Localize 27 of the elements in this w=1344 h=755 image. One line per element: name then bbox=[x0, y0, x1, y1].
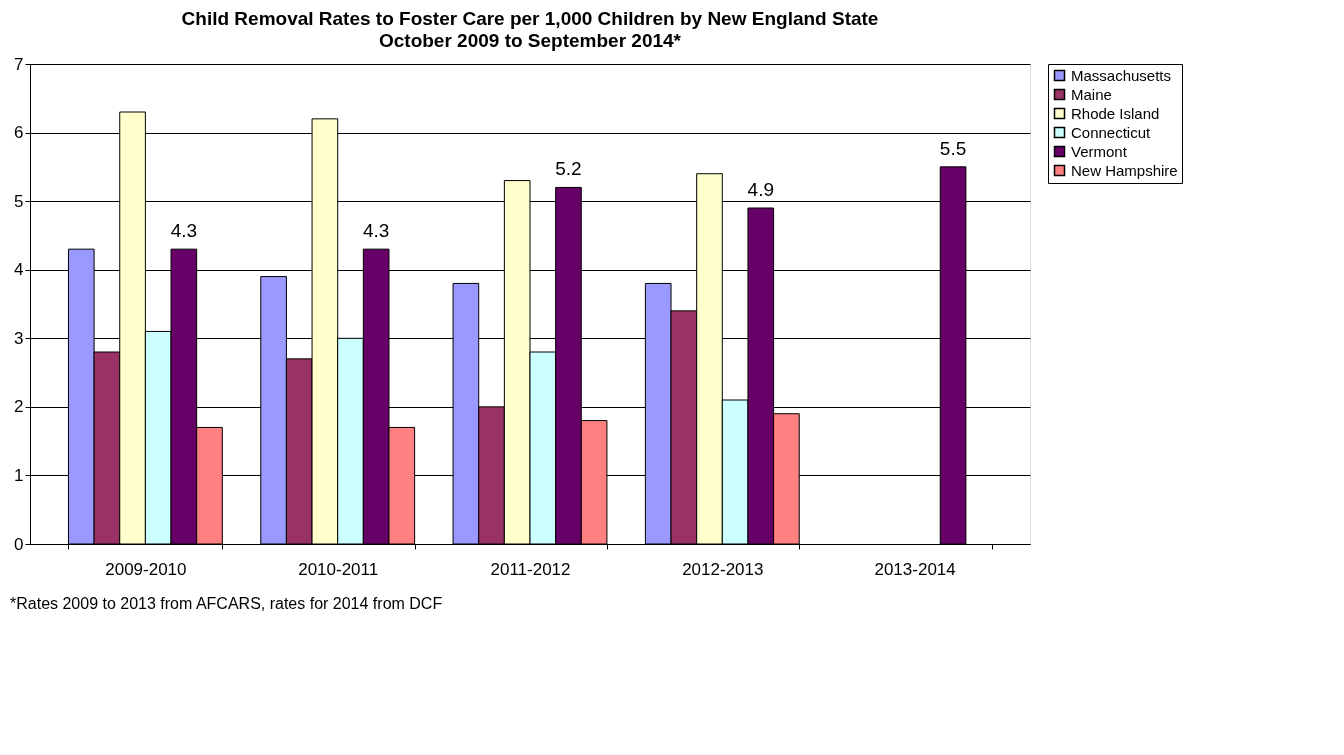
data-label: 4.3 bbox=[170, 220, 198, 242]
legend-label: Connecticut bbox=[1071, 123, 1152, 141]
data-label: 5.5 bbox=[939, 137, 967, 159]
y-tick-label: 4 bbox=[14, 260, 24, 280]
y-tick-label: 0 bbox=[14, 534, 24, 554]
data-label: 5.2 bbox=[555, 158, 582, 180]
data-label: 4.3 bbox=[362, 220, 390, 242]
y-tick-label: 7 bbox=[14, 54, 24, 74]
chart-subtitle: October 2009 to September 2014* bbox=[378, 30, 682, 51]
legend-label: New Hampshire bbox=[1071, 161, 1178, 179]
y-tick-label: 6 bbox=[14, 123, 24, 143]
x-tick-label: 2013-2014 bbox=[874, 559, 956, 579]
y-tick-label: 5 bbox=[14, 191, 24, 211]
x-tick-label: 2010-2011 bbox=[298, 559, 379, 579]
text: *Rates 2009 to 2013 from AFCARS, rates for 2014 from DCF bbox=[10, 595, 443, 612]
legend-label: Maine bbox=[1071, 85, 1112, 103]
legend-label: Massachusetts bbox=[1071, 66, 1172, 84]
chart-title: Child Removal Rates to Foster Care per 1,000 Children by New England State bbox=[181, 8, 879, 29]
x-tick-label: 2011-2012 bbox=[490, 559, 571, 579]
y-tick-label: 1 bbox=[14, 465, 24, 485]
data-label: 4.9 bbox=[747, 179, 774, 200]
x-tick-label: 2012-2013 bbox=[682, 559, 764, 579]
x-tick-label: 2009-2010 bbox=[105, 559, 187, 579]
legend-label: Vermont bbox=[1071, 142, 1128, 160]
legend-label: Rhode Island bbox=[1071, 104, 1160, 122]
y-tick-label: 2 bbox=[14, 397, 24, 417]
y-tick-label: 3 bbox=[14, 328, 24, 348]
